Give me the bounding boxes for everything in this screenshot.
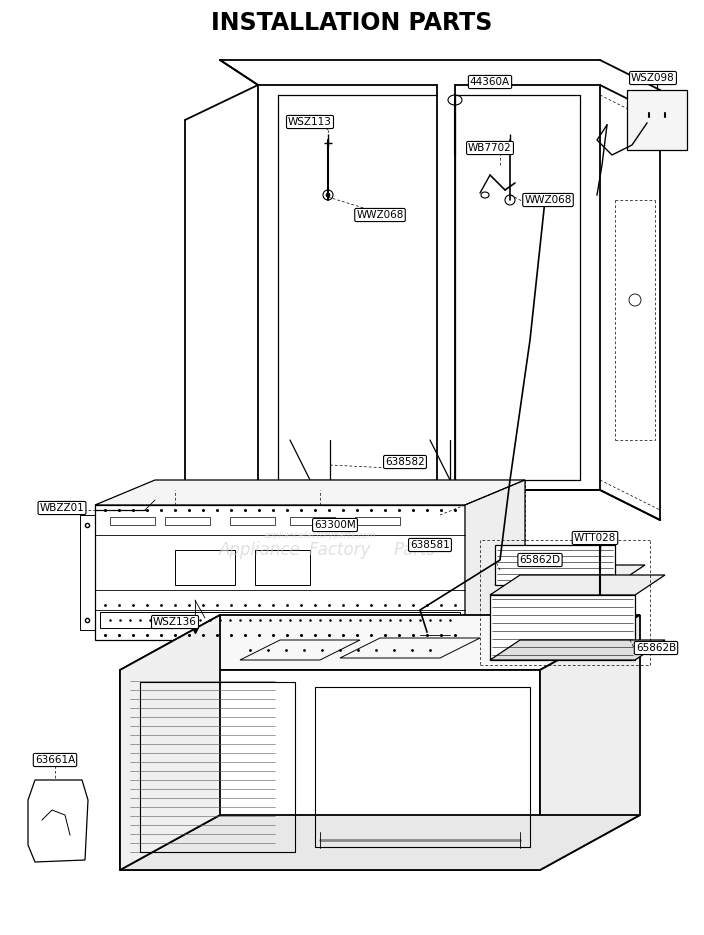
Polygon shape	[490, 575, 665, 595]
Text: WSZ136: WSZ136	[153, 617, 197, 627]
Polygon shape	[28, 780, 88, 862]
Polygon shape	[95, 480, 525, 505]
Polygon shape	[490, 595, 635, 660]
Text: Parts: Parts	[394, 541, 436, 559]
Text: Appliance: Appliance	[219, 541, 301, 559]
Polygon shape	[120, 615, 640, 670]
Polygon shape	[495, 565, 645, 585]
Text: Factory: Factory	[309, 541, 371, 559]
Text: 638581: 638581	[410, 540, 450, 550]
Ellipse shape	[326, 193, 330, 197]
Text: WWZ068: WWZ068	[524, 195, 572, 205]
Text: WB7702: WB7702	[468, 143, 512, 153]
Ellipse shape	[157, 493, 173, 503]
Polygon shape	[120, 615, 220, 870]
Text: WWZ068: WWZ068	[356, 210, 403, 220]
Polygon shape	[120, 670, 540, 870]
Polygon shape	[540, 615, 640, 870]
Polygon shape	[120, 815, 640, 870]
Text: WTT028: WTT028	[574, 533, 616, 543]
Polygon shape	[495, 545, 615, 585]
Text: 63300M: 63300M	[314, 520, 356, 530]
Polygon shape	[465, 480, 525, 640]
Text: WSZ098: WSZ098	[631, 73, 675, 83]
Polygon shape	[490, 640, 665, 660]
Text: WSZ113: WSZ113	[288, 117, 332, 127]
Polygon shape	[95, 505, 465, 640]
Text: WBZZ01: WBZZ01	[39, 503, 84, 513]
Text: 65862B: 65862B	[636, 643, 676, 653]
Text: INSTALLATION PARTS: INSTALLATION PARTS	[211, 11, 493, 35]
Text: appliancefactoryparts.com: appliancefactoryparts.com	[264, 530, 376, 539]
Ellipse shape	[448, 95, 462, 105]
Text: 63661A: 63661A	[35, 755, 75, 765]
Text: 44360A: 44360A	[470, 77, 510, 87]
Polygon shape	[627, 90, 687, 150]
Text: 638582: 638582	[385, 457, 425, 467]
Text: 65862D: 65862D	[520, 555, 560, 565]
